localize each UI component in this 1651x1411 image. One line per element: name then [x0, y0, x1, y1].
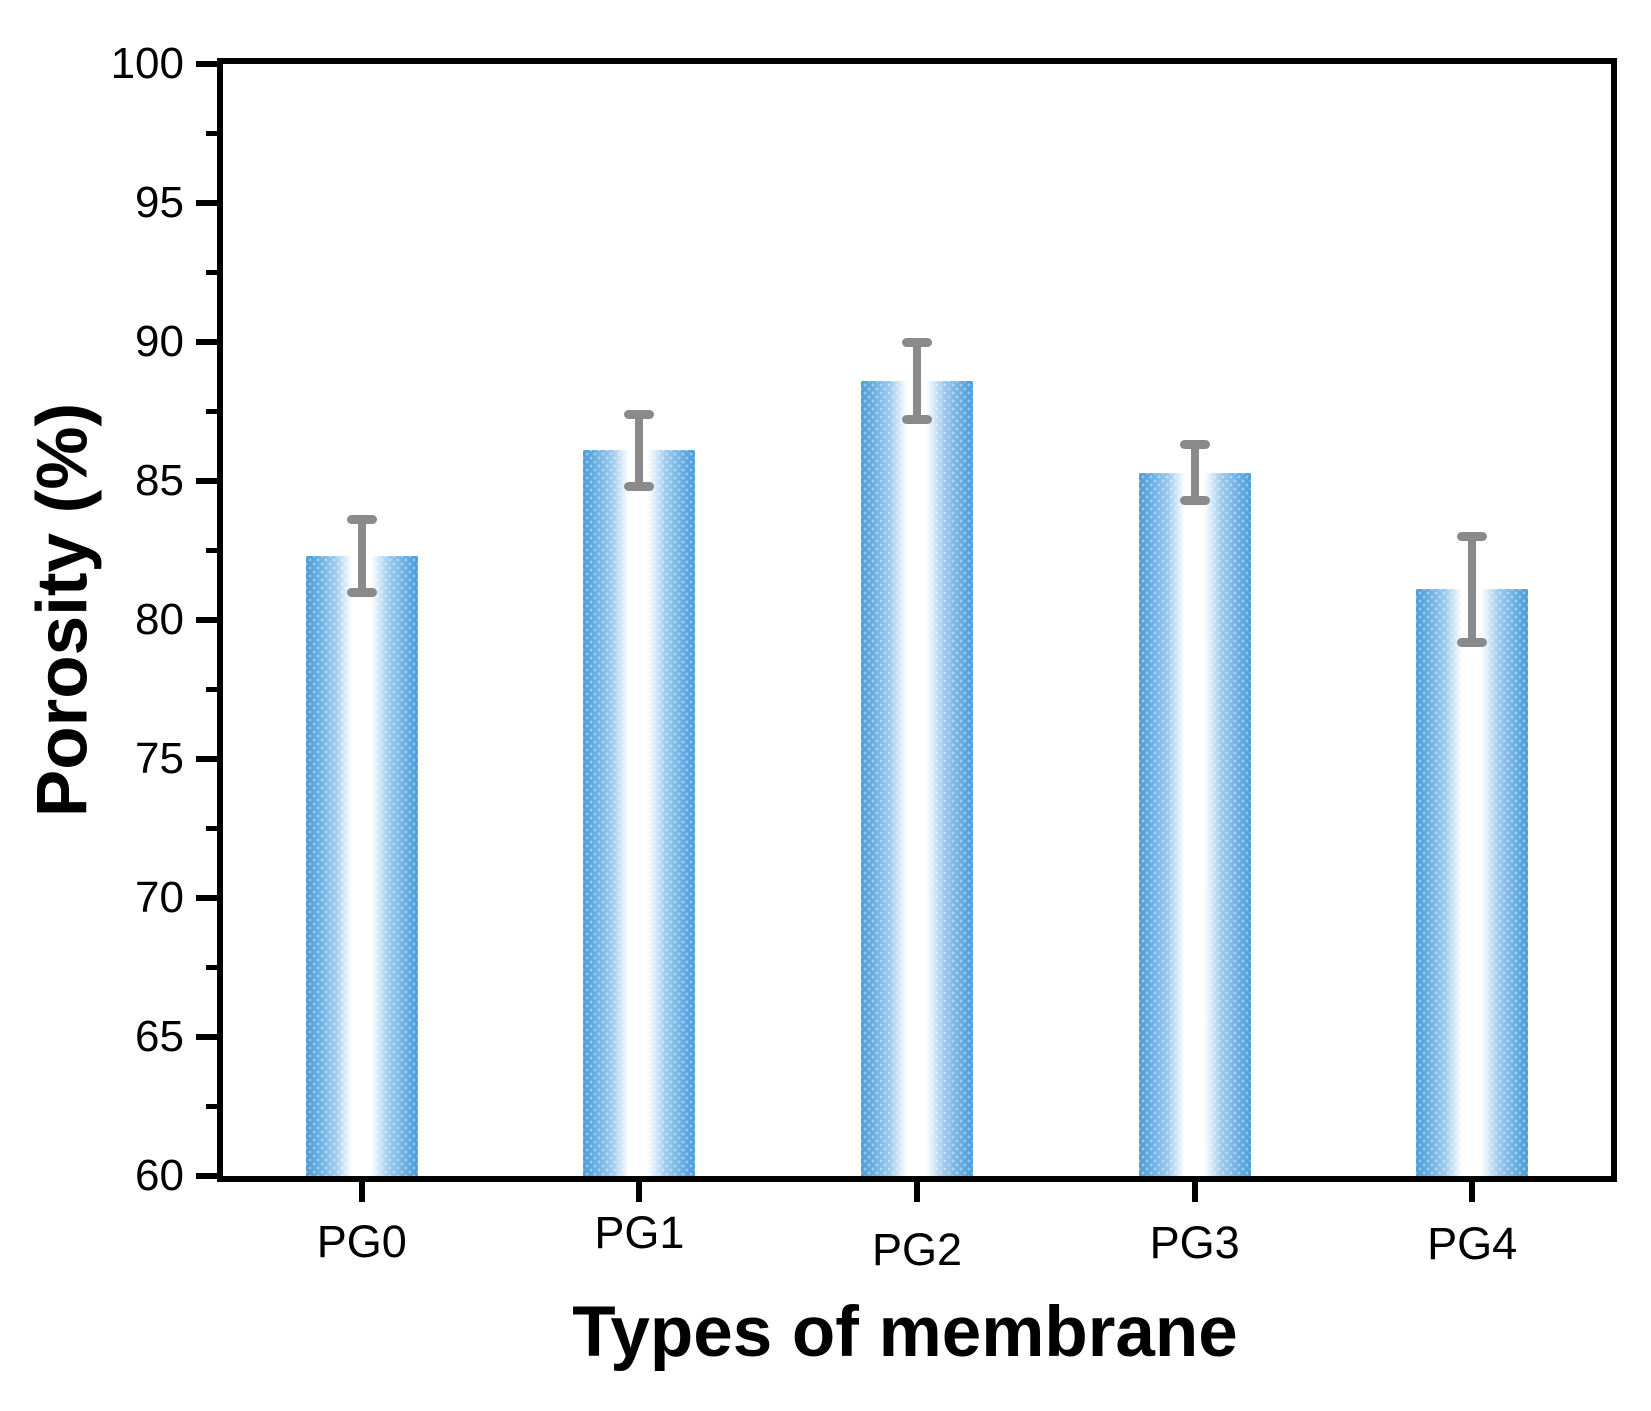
bar-pg2	[861, 380, 973, 1176]
y-minor-tick	[206, 826, 217, 831]
x-tick-label: PG2	[871, 1224, 963, 1275]
x-axis-title: Types of membrane	[572, 1293, 1238, 1372]
x-tick-label: PG4	[1427, 1218, 1518, 1269]
x-tick	[914, 1182, 920, 1202]
error-bar-stem	[357, 519, 366, 593]
error-bar-cap-bottom	[1179, 495, 1210, 505]
error-bar-stem	[1190, 444, 1199, 501]
y-minor-tick	[206, 965, 217, 970]
y-tick-label: 85	[135, 456, 184, 505]
y-minor-tick	[206, 131, 217, 136]
y-minor-tick	[206, 409, 217, 414]
x-tick	[1469, 1182, 1476, 1202]
y-major-tick	[196, 61, 217, 67]
x-tick-label: PG1	[594, 1207, 685, 1258]
bar-pg1	[583, 450, 696, 1176]
y-minor-tick	[206, 1104, 217, 1109]
y-minor-tick	[206, 270, 217, 275]
y-tick-label: 75	[135, 734, 184, 783]
x-tick	[358, 1182, 365, 1202]
error-bar-stem	[1468, 536, 1477, 643]
error-bar-cap-top	[1457, 532, 1488, 542]
y-major-tick	[196, 200, 217, 206]
bar-pg0	[305, 556, 418, 1176]
error-bar-cap-top	[624, 409, 655, 419]
bar-pg3	[1138, 472, 1251, 1176]
y-tick-label: 60	[135, 1151, 184, 1200]
y-tick-label: 65	[135, 1012, 184, 1061]
y-major-tick	[196, 1034, 217, 1040]
x-tick	[636, 1182, 643, 1202]
y-major-tick	[196, 617, 217, 623]
error-bar-stem	[635, 414, 644, 487]
x-tick-label: PG3	[1149, 1217, 1240, 1268]
x-tick-label: PG0	[316, 1216, 407, 1267]
error-bar-cap-bottom	[624, 482, 655, 492]
y-major-tick	[196, 756, 217, 762]
y-tick-label: 80	[135, 595, 184, 644]
error-bar-cap-bottom	[1457, 637, 1488, 647]
y-major-tick	[196, 1173, 217, 1179]
error-bar-cap-bottom	[346, 587, 377, 597]
error-bar-cap-top	[902, 337, 932, 347]
y-tick-label: 90	[135, 317, 184, 366]
y-minor-tick	[206, 548, 217, 553]
y-major-tick	[196, 339, 217, 345]
bar-pg4	[1416, 589, 1529, 1176]
error-bar-cap-top	[346, 515, 377, 525]
y-tick-label: 95	[135, 178, 184, 227]
y-major-tick	[196, 895, 217, 901]
x-tick	[1191, 1182, 1198, 1202]
y-major-tick	[196, 478, 217, 484]
y-minor-tick	[206, 687, 217, 692]
y-tick-label: 100	[110, 39, 184, 88]
error-bar-cap-bottom	[902, 415, 932, 425]
y-tick-label: 70	[135, 873, 184, 922]
error-bar-cap-top	[1179, 440, 1210, 450]
error-bar-stem	[913, 342, 921, 420]
